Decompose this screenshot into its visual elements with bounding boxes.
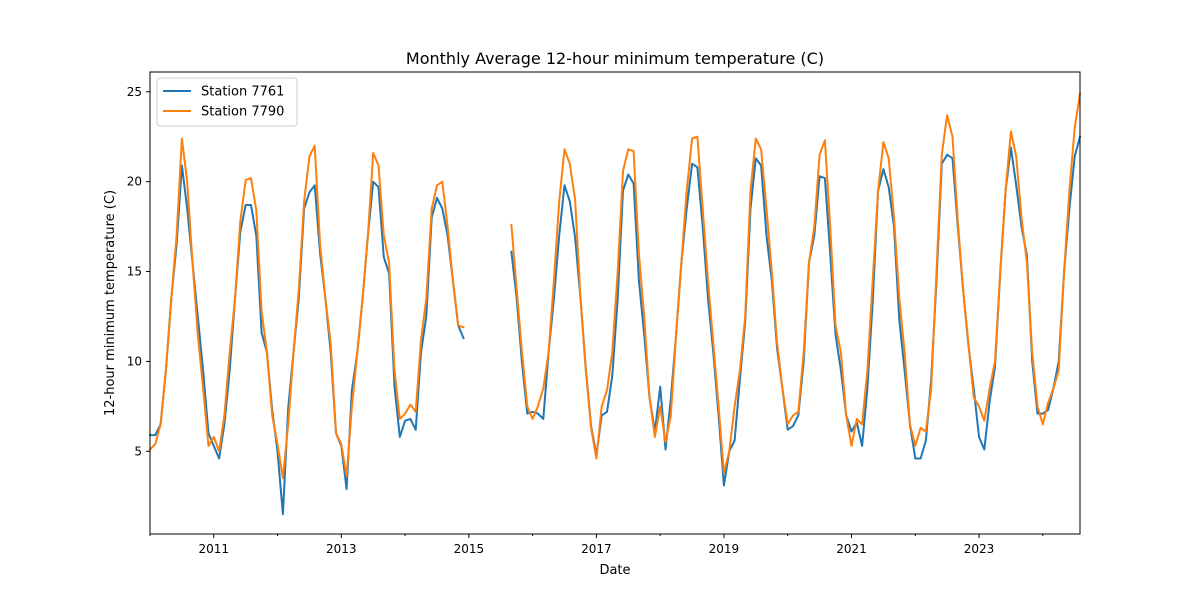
legend-label-1: Station 7761: [201, 85, 284, 100]
y-tick-label: 20: [127, 175, 142, 189]
y-tick-label: 15: [127, 265, 142, 279]
x-tick-label: 2017: [581, 542, 612, 556]
chart-title: Monthly Average 12-hour minimum temperat…: [406, 49, 824, 68]
series-line-1: [149, 135, 1082, 516]
x-tick-label: 2023: [964, 542, 995, 556]
plot-frame: [149, 71, 1081, 535]
plot-lines: [148, 92, 1082, 516]
series-line-2: [148, 92, 1082, 480]
x-axis: 2011 2013 2015 2017 2019 2021 2023: [149, 534, 1044, 556]
x-tick-label: 2019: [709, 542, 740, 556]
x-axis-label: Date: [599, 563, 630, 578]
legend-label-2: Station 7790: [201, 105, 284, 120]
y-tick-label: 5: [134, 444, 142, 458]
legend-box: [156, 77, 298, 127]
x-tick-label: 2021: [836, 542, 867, 556]
y-tick-label: 25: [127, 85, 142, 99]
y-axis-label: 12-hour minimum temperature (C): [103, 190, 118, 416]
legend: Station 7761 Station 7790: [156, 77, 298, 127]
x-tick-label: 2015: [454, 542, 485, 556]
x-tick-label: 2013: [326, 542, 357, 556]
y-axis: 5 10 15 20 25: [127, 85, 150, 458]
y-tick-label: 10: [127, 354, 142, 368]
x-tick-label: 2011: [198, 542, 229, 556]
